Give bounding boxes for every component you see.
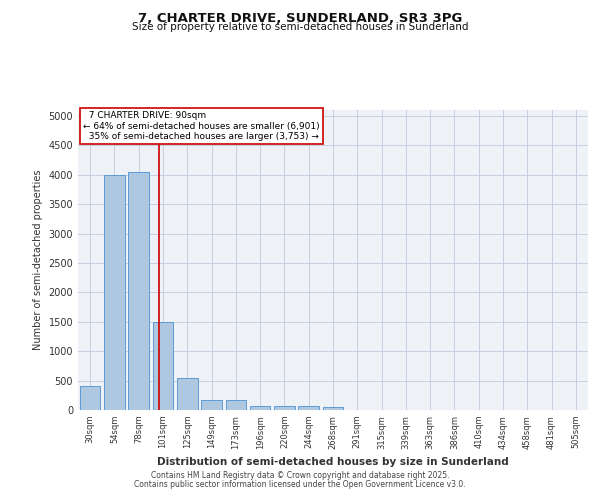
Bar — [80, 386, 100, 410]
Y-axis label: Number of semi-detached properties: Number of semi-detached properties — [33, 170, 43, 350]
Text: Contains public sector information licensed under the Open Government Licence v3: Contains public sector information licen… — [134, 480, 466, 489]
Bar — [323, 408, 343, 410]
Bar — [250, 406, 271, 410]
X-axis label: Distribution of semi-detached houses by size in Sunderland: Distribution of semi-detached houses by … — [157, 457, 509, 467]
Text: 7, CHARTER DRIVE, SUNDERLAND, SR3 3PG: 7, CHARTER DRIVE, SUNDERLAND, SR3 3PG — [138, 12, 462, 26]
Bar — [152, 322, 173, 410]
Text: Size of property relative to semi-detached houses in Sunderland: Size of property relative to semi-detach… — [132, 22, 468, 32]
Text: Contains HM Land Registry data © Crown copyright and database right 2025.: Contains HM Land Registry data © Crown c… — [151, 471, 449, 480]
Text: 7 CHARTER DRIVE: 90sqm
← 64% of semi-detached houses are smaller (6,901)
  35% o: 7 CHARTER DRIVE: 90sqm ← 64% of semi-det… — [83, 112, 320, 142]
Bar — [177, 378, 197, 410]
Bar — [274, 406, 295, 410]
Bar — [128, 172, 149, 410]
Bar — [298, 406, 319, 410]
Bar — [104, 174, 125, 410]
Bar — [226, 400, 246, 410]
Bar — [201, 400, 222, 410]
